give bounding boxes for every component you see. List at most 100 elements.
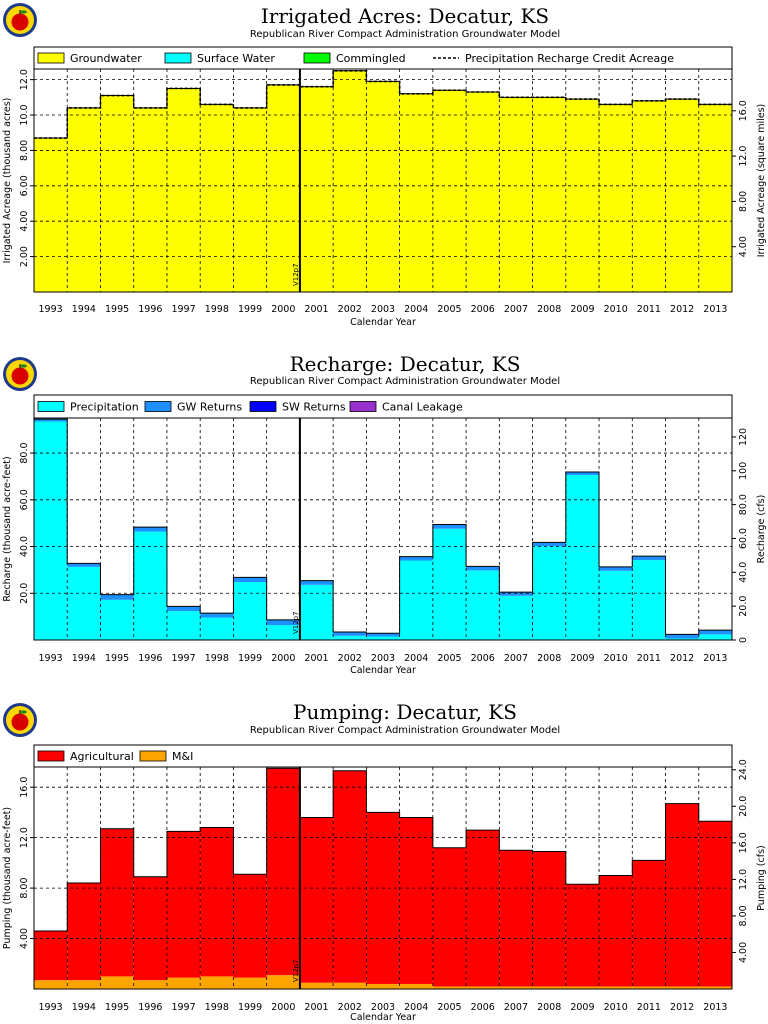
y-tick-label: 20.0 [19,583,30,604]
bar-agricultural [632,860,666,987]
x-tick-label: 2002 [338,304,362,315]
y-tick-label: 10.0 [19,104,30,125]
bar-groundwater [698,104,732,293]
bar-precipitation [333,635,367,640]
y2-tick-label: 120 [738,428,749,446]
y-tick-label: 12.0 [19,69,30,90]
legend-swatch [164,52,192,64]
bar-agricultural [67,883,101,981]
y2-axis-label: Recharge (cfs) [756,495,767,564]
chart-title: Irrigated Acres: Decatur, KS [261,4,549,28]
x-tick-label: 2001 [304,653,328,664]
legend-swatch [249,401,277,412]
x-tick-label: 1993 [39,1002,63,1013]
bar-gw-returns [34,419,68,422]
y2-tick-label: 60.0 [738,528,749,549]
bar-gw-returns [432,524,467,529]
chart-title: Recharge: Decatur, KS [290,352,521,376]
x-tick-label: 2005 [437,653,461,664]
x-tick-label: 2010 [604,653,628,664]
y2-tick-label: 80.0 [738,494,749,515]
bar-outline [33,767,733,989]
bar-groundwater [599,104,633,293]
x-tick-label: 1999 [238,304,262,315]
bar-agricultural [565,884,600,987]
bar-gw-returns [233,577,267,583]
bar-gw-returns [599,566,633,571]
bar-groundwater [34,138,68,292]
y-axis-label: Recharge (thousand acre-feet) [2,456,13,601]
x-tick-label: 1993 [39,653,63,664]
apple-logo-2 [3,357,37,391]
bar-agricultural [432,847,467,987]
bar-groundwater [266,84,300,292]
bar-agricultural [299,817,334,983]
bar-outline [33,418,733,640]
x-tick-label: 2001 [304,1002,328,1013]
bar-m-i [532,986,566,989]
bar-agricultural [34,930,68,981]
x-tick-label: 2005 [437,1002,461,1013]
legend-label: M&I [172,750,193,763]
x-tick-label: 2011 [637,304,661,315]
bar-gw-returns [299,580,334,585]
bar-precipitation [34,421,68,640]
y2-tick-label: 8.00 [738,905,749,926]
x-tick-label: 2009 [570,304,594,315]
bar-agricultural [599,875,633,987]
bar-precipitation [565,475,600,640]
bar-gw-returns [698,630,732,635]
bar-gw-returns [366,633,400,637]
legend-box [33,744,733,768]
bar-precipitation [399,560,433,640]
x-tick-label: 2002 [338,1002,362,1013]
y-tick-label: 8.00 [19,878,30,899]
bar-precipitation [166,611,201,640]
x-tick-label: 1994 [72,653,96,664]
x-tick-label: 1998 [205,304,229,315]
x-tick-label: 1996 [138,304,162,315]
x-tick-label: 2008 [537,1002,561,1013]
x-tick-label: 2012 [670,304,694,315]
y2-tick-label: 20.0 [738,796,749,817]
x-tick-label: 2002 [338,653,362,664]
y-tick-label: 12.0 [19,827,30,848]
legend-swatch [37,401,65,412]
bar-m-i [333,982,367,989]
bar-agricultural [233,874,267,978]
legend-label: Commingled [336,52,406,65]
x-tick-label: 2008 [537,653,561,664]
bar-m-i [665,986,699,989]
bar-gw-returns [100,594,134,600]
y-tick-label: 16.0 [19,777,30,798]
bar-groundwater [532,97,566,292]
y2-tick-label: 12.0 [738,869,749,890]
apple-leaf-icon [20,710,27,714]
bar-precipitation [698,634,732,640]
bar-precipitation [233,582,267,640]
bar-groundwater [333,70,367,293]
bar-m-i [133,980,167,989]
bar-gw-returns [399,556,433,561]
x-axis-label: Calendar Year [350,665,416,676]
legend-label: Surface Water [197,52,275,65]
y2-tick-label: 20.0 [738,596,749,617]
bar-precipitation [366,636,400,640]
x-tick-label: 1995 [105,1002,129,1013]
x-tick-label: 2003 [371,304,395,315]
x-tick-label: 1993 [39,304,63,315]
bar-gw-returns [499,592,533,596]
chart-subtitle: Republican River Compact Administration … [250,29,560,40]
bar-agricultural [100,828,134,977]
x-tick-label: 1996 [138,653,162,664]
x-tick-label: 1997 [171,653,195,664]
bar-groundwater [665,99,699,292]
apple-icon [11,13,29,31]
legend-label: Precipitation [70,401,139,414]
bar-groundwater [399,93,433,293]
bar-agricultural [200,827,234,977]
bar-m-i [599,986,633,989]
bar-groundwater [200,104,234,293]
legend-swatch [144,401,172,412]
